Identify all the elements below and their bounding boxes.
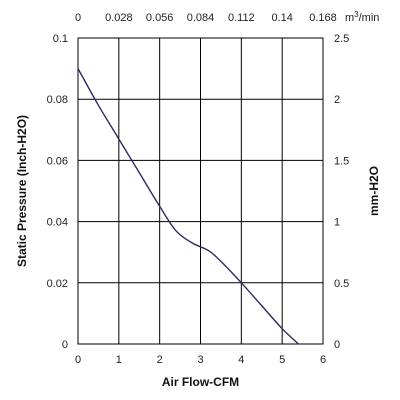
y-tick-label: 0.08 [47, 94, 68, 106]
x-tick-label: 6 [320, 354, 326, 366]
x2-axis-unit: m3/min [345, 10, 379, 25]
x-tick-label: 1 [116, 354, 122, 366]
x2-unit-base: m [345, 12, 354, 24]
x2-tick-label: 0.084 [187, 12, 215, 24]
series [77, 68, 299, 345]
y-tick-label: 0.04 [47, 217, 68, 229]
plot-frame [77, 37, 324, 345]
grid [78, 38, 323, 344]
y-tick-label: 0.1 [53, 33, 68, 45]
y2-axis-title: mm-H2O [367, 166, 381, 216]
y-tick-label: 0.02 [47, 278, 68, 290]
x2-unit-sup: 3 [354, 10, 359, 19]
y-axis-title: Static Pressure (Inch-H2O) [15, 115, 29, 267]
x2-tick-label: 0.028 [105, 12, 133, 24]
x-tick-label: 3 [197, 354, 203, 366]
x2-tick-label: 0.112 [228, 12, 255, 24]
x-tick-label: 5 [279, 354, 285, 366]
pq-curve-line [77, 68, 299, 345]
x-tick-label: 4 [238, 354, 244, 366]
x2-tick-label: 0.056 [146, 12, 174, 24]
x-tick-label: 0 [75, 354, 81, 366]
y2-tick-label: 1 [334, 217, 340, 229]
x-tick-label: 2 [157, 354, 163, 366]
y-tick-label: 0.06 [47, 155, 68, 167]
y2-tick-label: 2 [334, 94, 340, 106]
y2-tick-label: 0 [334, 339, 340, 351]
y-tick-label: 0 [62, 339, 68, 351]
x2-tick-label: 0.168 [309, 12, 337, 24]
y2-tick-label: 1.5 [334, 155, 349, 167]
x2-unit-tail: /min [359, 12, 380, 24]
x2-tick-label: 0 [75, 12, 81, 24]
y2-tick-label: 2.5 [334, 33, 349, 45]
y2-tick-label: 0.5 [334, 278, 349, 290]
x-axis-title: Air Flow-CFM [162, 375, 239, 389]
x2-tick-label: 0.14 [271, 12, 292, 24]
